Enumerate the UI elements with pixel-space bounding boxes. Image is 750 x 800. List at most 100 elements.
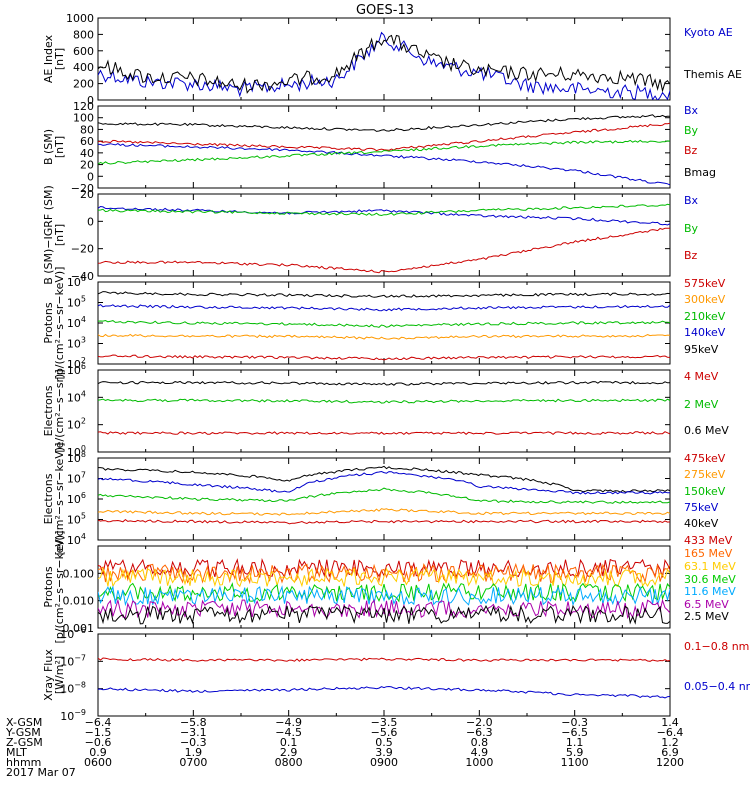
y-tick-label: 106 — [67, 491, 86, 506]
y-tick-base: 10 — [67, 297, 81, 310]
legend-entry: 63.1 MeV — [684, 560, 736, 573]
y-tick-label: 104 — [67, 389, 86, 404]
y-tick-label: 102 — [67, 417, 86, 432]
panel-frame — [97, 457, 671, 541]
y-tick-label: 108 — [67, 450, 86, 465]
legend-entry: By — [684, 222, 699, 235]
y-axis-label-unit: [p/(cm²−s−sr−keV)] — [53, 267, 66, 380]
y-tick-base: 10 — [67, 514, 81, 527]
y-axis-label-unit: [nT] — [53, 224, 66, 246]
series-line-by — [98, 139, 670, 165]
series-line-by — [98, 203, 670, 217]
y-axis-label-unit: [nT] — [53, 48, 66, 70]
series-line-bz — [98, 227, 670, 274]
x-row-label: MLT — [6, 746, 27, 759]
y-tick-label: 106 — [67, 274, 86, 289]
x-tick-label: −4.5 — [275, 726, 302, 739]
series-line-kyoto-ae — [98, 31, 670, 100]
legend-entry: 30.6 MeV — [684, 573, 736, 586]
y-tick-label: 104 — [67, 315, 86, 330]
y-tick-label: 40 — [80, 147, 94, 160]
y-tick-label: 10−9 — [60, 708, 86, 723]
y-tick-base: 10 — [60, 655, 74, 668]
panel-frame — [97, 17, 671, 101]
legend-entry: Bz — [684, 144, 698, 157]
y-tick-label: 400 — [73, 61, 94, 74]
y-tick-label: 1000 — [66, 12, 94, 25]
series-line-95kev — [98, 291, 670, 298]
series-line-2-5-mev — [98, 604, 670, 625]
y-tick-label: −20 — [71, 182, 94, 195]
y-axis-label-line: Xray Flux — [42, 649, 55, 701]
panel-bigrf: −40 −20 0 20 B (SM)−IGRF (SM)[nT] Bx By Bz — [42, 185, 699, 285]
y-tick-exponent: 3 — [81, 336, 86, 345]
x-tick-label: 1.9 — [185, 746, 203, 759]
y-tick-exponent: 4 — [81, 315, 86, 324]
x-tick-label: −0.3 — [561, 716, 588, 729]
legend-entry: 4 MeV — [684, 370, 719, 383]
y-tick-base: 10 — [67, 317, 81, 330]
x-tick-label: −6.4 — [85, 716, 112, 729]
series-line-140kev — [98, 303, 670, 312]
y-tick-label: 0.100 — [63, 567, 95, 580]
y-tick-label: 105 — [67, 295, 86, 310]
series-line-4-mev — [98, 431, 670, 436]
y-tick-label: 102 — [67, 356, 86, 371]
y-axis-label: Protons[p/(cm²−s−sr−keV)] — [42, 531, 66, 644]
legend-entry: 210keV — [684, 310, 726, 323]
legend-entry: Bz — [684, 249, 698, 262]
y-tick-base: 10 — [67, 493, 81, 506]
y-tick-label: 0 — [87, 94, 94, 107]
x-tick-label: −0.3 — [180, 736, 207, 749]
x-tick-label: 1100 — [561, 756, 589, 769]
y-axis-label-unit: [W/m²] — [53, 656, 66, 694]
x-tick-label: −3.1 — [180, 726, 207, 739]
series-line-210kev — [98, 319, 670, 328]
x-tick-label: 0.5 — [375, 736, 393, 749]
x-tick-label: 1.2 — [661, 736, 679, 749]
y-tick-label: 20 — [80, 188, 94, 201]
y-axis-label-unit: [nT] — [53, 136, 66, 158]
y-tick-exponent: 6 — [81, 362, 86, 371]
y-tick-exponent: 4 — [81, 532, 86, 541]
x-tick-label: 1000 — [465, 756, 493, 769]
y-tick-exponent: −7 — [74, 653, 86, 662]
y-tick-base: 10 — [67, 419, 81, 432]
x-tick-label: 6.9 — [661, 746, 679, 759]
y-axis-label-unit: [p/(cm²−s−sr−keV)] — [53, 531, 66, 644]
series-line-75kev — [98, 470, 670, 495]
y-tick-exponent: 5 — [81, 512, 86, 521]
legend-entry: 165 MeV — [684, 547, 733, 560]
y-tick-label: 103 — [67, 336, 86, 351]
y-tick-label: −20 — [71, 243, 94, 256]
y-tick-label: 0.010 — [63, 595, 95, 608]
y-tick-exponent: 6 — [81, 274, 86, 283]
y-tick-base: 10 — [60, 683, 74, 696]
y-axis-label-line: Electrons — [42, 385, 55, 436]
x-tick-label: −6.4 — [657, 726, 684, 739]
x-tick-label: 0.9 — [89, 746, 107, 759]
y-tick-label: −40 — [71, 270, 94, 283]
y-tick-base: 10 — [67, 364, 81, 377]
y-tick-label: 60 — [80, 135, 94, 148]
legend-entry: 300keV — [684, 293, 726, 306]
y-tick-label: 20 — [80, 159, 94, 172]
y-tick-base: 10 — [67, 534, 81, 547]
y-axis-label-line: B (SM)−IGRF (SM) — [42, 185, 55, 285]
y-axis-label: B (SM)−IGRF (SM)[nT] — [42, 185, 66, 285]
legend-entry: 433 MeV — [684, 534, 733, 547]
x-tick-label: 0800 — [275, 756, 303, 769]
legend-entry: Bx — [684, 194, 699, 207]
y-tick-base: 10 — [67, 391, 81, 404]
x-tick-label: −5.8 — [180, 716, 207, 729]
y-tick-label: 80 — [80, 123, 94, 136]
y-tick-label: 0 — [87, 170, 94, 183]
series-line-300kev — [98, 333, 670, 340]
y-tick-label: 10−8 — [60, 681, 86, 696]
y-axis-label: AE Index[nT] — [42, 34, 66, 83]
legend-entry: 2.5 MeV — [684, 610, 729, 623]
